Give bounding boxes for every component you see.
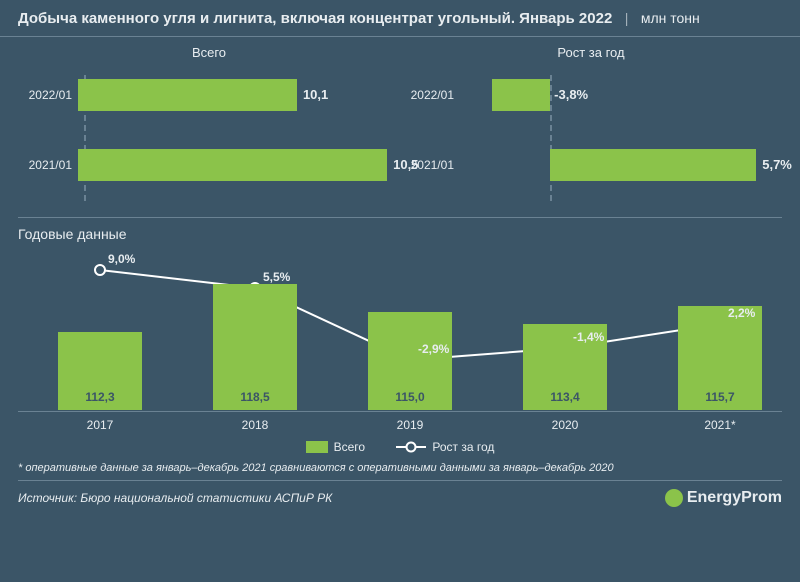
- row-label: 2022/01: [400, 88, 460, 102]
- annual-bar: 112,3: [58, 332, 142, 410]
- header-title: Добыча каменного угля и лигнита, включая…: [18, 10, 612, 27]
- line-value: 9,0%: [108, 252, 135, 266]
- axis-year: 2017: [70, 418, 130, 432]
- x-axis: [18, 411, 782, 412]
- row-track: 5,7%: [460, 149, 782, 181]
- legend-line: Рост за год: [396, 440, 494, 454]
- chart-total-title: Всего: [18, 45, 400, 60]
- chart-growth-title: Рост за год: [400, 45, 782, 60]
- row-label: 2021/01: [18, 158, 78, 172]
- row-label: 2022/01: [18, 88, 78, 102]
- row-bar: [78, 79, 297, 111]
- infographic-container: Добыча каменного угля и лигнита, включая…: [0, 0, 800, 582]
- source-text: Источник: Бюро национальной статистики А…: [18, 491, 332, 505]
- axis-year: 2019: [380, 418, 440, 432]
- row-value: -3,8%: [554, 87, 588, 102]
- annual-chart: 112,3 2017 118,5 2018 115,0 2019 113,4 2020 115,…: [18, 252, 782, 432]
- legend-bar: Всего: [306, 440, 365, 454]
- logo-icon: [665, 489, 683, 507]
- top-charts: Всего 2022/01 10,1 2021/0110,5 Рост за год…: [0, 37, 800, 217]
- legend-bar-swatch: [306, 441, 328, 453]
- total-row: 2022/01 10,1: [18, 74, 400, 116]
- line-value: -2,9%: [418, 342, 449, 356]
- bar-value: 118,5: [213, 390, 297, 404]
- header-separator: |: [625, 10, 629, 26]
- row-label: 2021/01: [400, 158, 460, 172]
- line-value: 2,2%: [728, 306, 755, 320]
- row-value: 5,7%: [762, 157, 792, 172]
- row-track: 10,1: [78, 79, 400, 111]
- annual-subtitle: Годовые данные: [0, 218, 800, 246]
- bar-value: 113,4: [523, 390, 607, 404]
- axis-year: 2020: [535, 418, 595, 432]
- annual-bar: 115,0: [368, 312, 452, 410]
- header-unit: млн тонн: [641, 10, 700, 26]
- growth-row: 2021/015,7%: [400, 144, 782, 186]
- row-bar: [78, 149, 387, 181]
- row-track: -3,8%: [460, 79, 782, 111]
- legend-line-marker: [396, 441, 426, 453]
- line-value: 5,5%: [263, 270, 290, 284]
- row-track: 10,5: [78, 149, 400, 181]
- total-row: 2021/0110,5: [18, 144, 400, 186]
- row-bar: [550, 149, 756, 181]
- annual-bar: 118,5: [213, 284, 297, 410]
- bar-value: 112,3: [58, 390, 142, 404]
- growth-row: 2022/01 -3,8%: [400, 74, 782, 116]
- logo: EnergyProm: [665, 489, 782, 507]
- legend-bar-label: Всего: [334, 440, 365, 454]
- logo-text: EnergyProm: [687, 489, 782, 507]
- chart-total: Всего 2022/01 10,1 2021/0110,5: [18, 45, 400, 207]
- axis-year: 2021*: [690, 418, 750, 432]
- chart-growth: Рост за год 2022/01 -3,8% 2021/015,7%: [400, 45, 782, 207]
- legend: Всего Рост за год: [0, 432, 800, 460]
- annual-bar: 115,7: [678, 306, 762, 410]
- line-value: -1,4%: [573, 330, 604, 344]
- row-bar: [492, 79, 550, 111]
- axis-year: 2018: [225, 418, 285, 432]
- row-value: 10,1: [303, 87, 328, 102]
- footer: Источник: Бюро национальной статистики А…: [0, 481, 800, 517]
- bar-value: 115,7: [678, 390, 762, 404]
- bar-value: 115,0: [368, 390, 452, 404]
- header: Добыча каменного угля и лигнита, включая…: [0, 0, 800, 37]
- footnote: * оперативные данные за январь–декабрь 2…: [0, 460, 800, 476]
- legend-line-label: Рост за год: [432, 440, 494, 454]
